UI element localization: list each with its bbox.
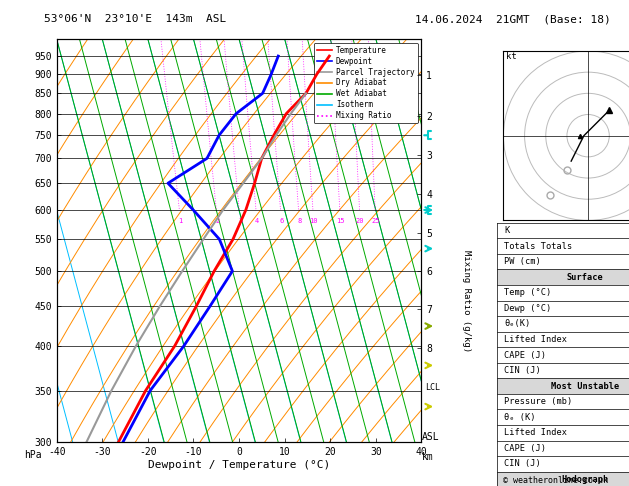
- Text: © weatheronline.co.uk: © weatheronline.co.uk: [503, 475, 608, 485]
- Text: LCL: LCL: [425, 382, 440, 392]
- Text: 2: 2: [215, 218, 220, 225]
- Text: Temp (°C): Temp (°C): [504, 288, 551, 297]
- X-axis label: Dewpoint / Temperature (°C): Dewpoint / Temperature (°C): [148, 460, 330, 470]
- Text: 14.06.2024  21GMT  (Base: 18): 14.06.2024 21GMT (Base: 18): [415, 14, 611, 24]
- Text: CIN (J): CIN (J): [504, 366, 541, 375]
- Text: 10: 10: [309, 218, 318, 225]
- Text: Dewp (°C): Dewp (°C): [504, 304, 551, 313]
- Text: hPa: hPa: [24, 451, 42, 460]
- Text: CAPE (J): CAPE (J): [504, 444, 546, 453]
- Text: 3: 3: [238, 218, 242, 225]
- Text: Hodograph: Hodograph: [561, 475, 609, 484]
- Text: 8: 8: [298, 218, 301, 225]
- Text: PW (cm): PW (cm): [504, 257, 541, 266]
- Text: Lifted Index: Lifted Index: [504, 428, 567, 437]
- Text: θₑ (K): θₑ (K): [504, 413, 535, 422]
- Text: 6: 6: [279, 218, 284, 225]
- Text: Most Unstable: Most Unstable: [551, 382, 619, 391]
- Text: 4: 4: [255, 218, 259, 225]
- Text: CAPE (J): CAPE (J): [504, 350, 546, 360]
- Text: 53°06'N  23°10'E  143m  ASL: 53°06'N 23°10'E 143m ASL: [44, 14, 226, 24]
- Text: Totals Totals: Totals Totals: [504, 242, 572, 251]
- Text: 25: 25: [372, 218, 380, 225]
- Text: Surface: Surface: [567, 273, 603, 282]
- Text: 15: 15: [337, 218, 345, 225]
- Text: km: km: [421, 452, 433, 462]
- Legend: Temperature, Dewpoint, Parcel Trajectory, Dry Adiabat, Wet Adiabat, Isotherm, Mi: Temperature, Dewpoint, Parcel Trajectory…: [314, 43, 418, 123]
- Text: θₑ(K): θₑ(K): [504, 319, 530, 329]
- Text: ASL: ASL: [421, 432, 439, 442]
- Text: Lifted Index: Lifted Index: [504, 335, 567, 344]
- Text: Mixing Ratio (g/kg): Mixing Ratio (g/kg): [462, 250, 471, 352]
- Text: Pressure (mb): Pressure (mb): [504, 397, 572, 406]
- Text: 1: 1: [179, 218, 183, 225]
- Text: CIN (J): CIN (J): [504, 459, 541, 469]
- Text: kt: kt: [506, 52, 516, 61]
- Text: 20: 20: [356, 218, 364, 225]
- Text: K: K: [504, 226, 509, 235]
